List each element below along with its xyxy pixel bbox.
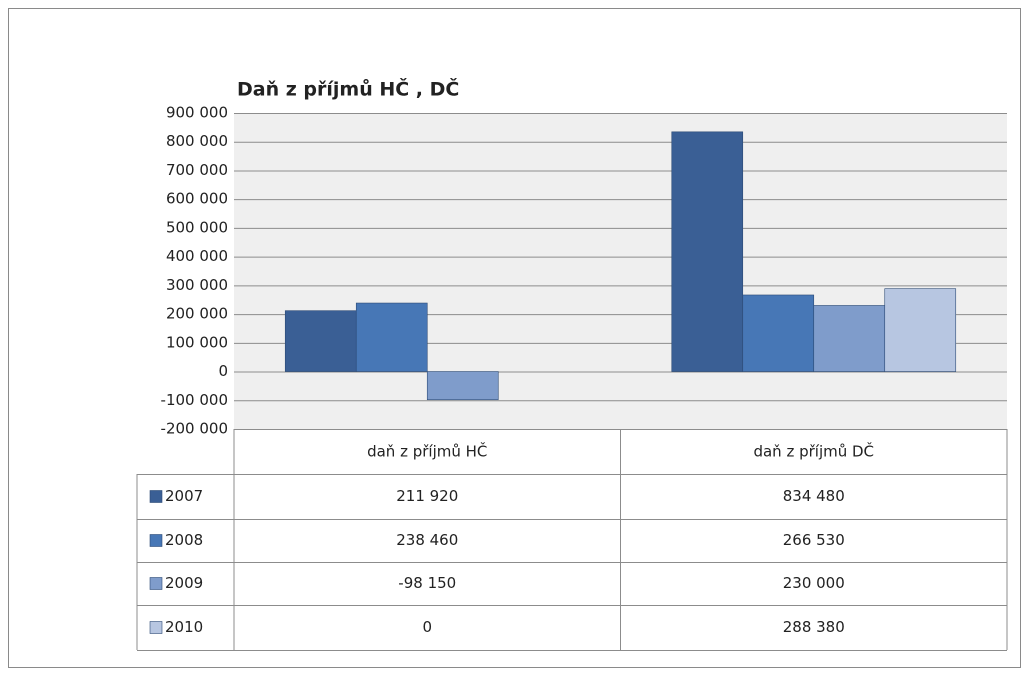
bar: [884, 288, 957, 372]
plot-area: [234, 113, 1007, 429]
y-tick-label: -200 000: [161, 420, 228, 438]
y-tick-label: 100 000: [166, 333, 228, 351]
table-header: daň z příjmů HČ: [367, 442, 487, 461]
y-tick-label: 400 000: [166, 247, 228, 265]
legend-label: 2007: [165, 487, 203, 505]
y-tick-label: -100 000: [161, 391, 228, 409]
y-tick-label: 700 000: [166, 161, 228, 179]
table-header: daň z příjmů DČ: [753, 442, 874, 461]
y-tick-label: 900 000: [166, 104, 228, 122]
bar: [671, 131, 744, 372]
table-value: 266 530: [783, 531, 845, 549]
table-value: 0: [422, 618, 432, 636]
y-tick-label: 200 000: [166, 305, 228, 323]
legend-swatch: [149, 621, 163, 634]
y-tick-label: 0: [218, 362, 228, 380]
table-value: 211 920: [396, 487, 458, 505]
bar: [284, 310, 357, 372]
bar: [355, 302, 428, 372]
table-value: 834 480: [783, 487, 845, 505]
legend-label: 2010: [165, 618, 203, 636]
bar: [742, 294, 815, 372]
bar: [813, 305, 886, 372]
legend-swatch: [149, 534, 163, 547]
legend-label: 2008: [165, 531, 203, 549]
y-tick-label: 600 000: [166, 190, 228, 208]
y-tick-label: 300 000: [166, 276, 228, 294]
table-value: -98 150: [398, 574, 456, 592]
bar: [426, 371, 499, 401]
legend-swatch: [149, 490, 163, 503]
legend-label: 2009: [165, 574, 203, 592]
legend-swatch: [149, 577, 163, 590]
y-tick-label: 500 000: [166, 218, 228, 236]
table-value: 238 460: [396, 531, 458, 549]
y-tick-label: 800 000: [166, 132, 228, 150]
table-value: 230 000: [783, 574, 845, 592]
chart-title: Daň z příjmů HČ , DČ: [237, 77, 459, 101]
table-value: 288 380: [783, 618, 845, 636]
